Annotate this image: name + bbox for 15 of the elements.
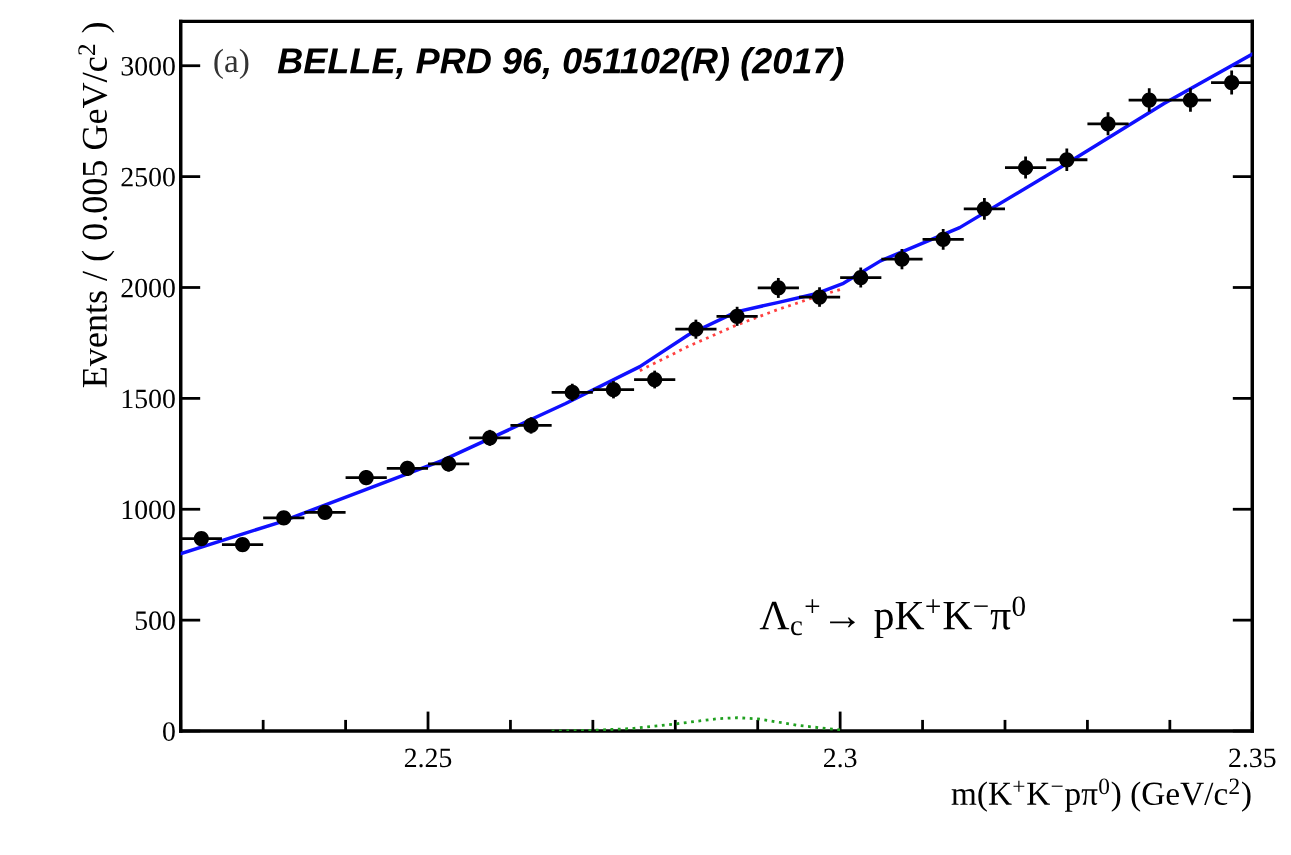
annotation: (a) (214, 48, 249, 80)
y-axis-title: Events / ( 0.005 GeV/c$^{2}$ ) (78, 23, 115, 388)
x-tick-label: 2.35 (1229, 748, 1276, 768)
x-tick-label: 2.25 (404, 748, 452, 768)
y-tick-label: 1500 (122, 389, 175, 409)
annotation: BELLE, PRD 96, 051102(R) (2017) (277, 47, 844, 81)
y-tick-label: 1000 (122, 500, 175, 520)
text: m(K$^{+}$K$^{−}$pπ$^{0}$) (GeV/c$^{2}$) (951, 778, 1251, 812)
y-tick-label: 2000 (121, 278, 175, 298)
y-tick-label: 0 (163, 722, 175, 741)
x-tick-label: 2.3 (824, 748, 857, 768)
text: Λ$_{c}$$^{+}$→ pK$^{+}$K$^{−}$π$^{0}$ (759, 596, 1025, 639)
y-tick-label: 500 (135, 611, 175, 631)
y-tick-label: 2500 (121, 167, 175, 187)
y-tick-label: 3000 (121, 56, 175, 76)
